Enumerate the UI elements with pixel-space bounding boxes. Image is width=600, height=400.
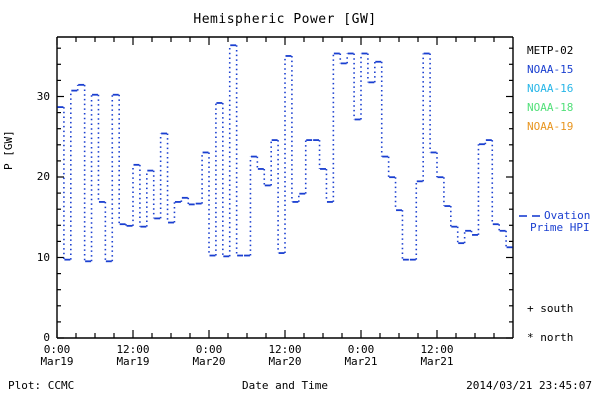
legend-ovation-label-line1: Ovation <box>544 209 591 222</box>
y-tick-label: 0 <box>43 331 50 344</box>
data-series-ovation-prime-hpi <box>57 44 513 263</box>
y-tick-label: 30 <box>36 89 50 103</box>
plot-timestamp: 2014/03/21 23:45:07 <box>466 379 592 392</box>
legend-marker-north: * north <box>527 331 574 344</box>
x-tick-time: 0:00 <box>347 343 375 356</box>
x-tick-time: 12:00 <box>420 343 454 356</box>
x-axis-label: Date and Time <box>241 379 329 392</box>
x-tick-time: 12:00 <box>116 343 150 356</box>
legend-item-metp-02: METP-02 <box>527 44 574 57</box>
x-tick-time: 0:00 <box>195 343 223 356</box>
legend-item-noaa-15: NOAA-15 <box>527 63 574 76</box>
x-tick-date: Mar21 <box>420 355 454 368</box>
x-tick-label: 12:00 Mar21 <box>402 344 472 368</box>
legend-item-noaa-18: NOAA-18 <box>527 101 574 114</box>
x-tick-date: Mar20 <box>268 355 302 368</box>
x-tick-time: 12:00 <box>268 343 302 356</box>
chart-title: Hemispheric Power [GW] <box>193 12 377 27</box>
x-tick-date: Mar21 <box>344 355 378 368</box>
y-tick-label: 20 <box>36 170 50 183</box>
x-tick-date: Mar20 <box>192 355 226 368</box>
x-tick-date: Mar19 <box>116 355 150 368</box>
legend-item-noaa-16: NOAA-16 <box>527 82 574 95</box>
x-tick-label: 0:00 Mar20 <box>174 344 244 368</box>
x-axis-ticks <box>56 37 495 338</box>
legend-marker-south: + south <box>527 302 574 315</box>
y-axis-ticks <box>57 47 513 339</box>
legend-ovation-label-line2: Prime HPI <box>530 221 590 234</box>
x-tick-label: 12:00 Mar19 <box>98 344 168 368</box>
x-tick-label: 12:00 Mar20 <box>250 344 320 368</box>
x-tick-time: 0:00 <box>43 343 71 356</box>
plot-credit: Plot: CCMC <box>8 379 75 392</box>
x-tick-date: Mar19 <box>40 355 74 368</box>
y-tick-label: 10 <box>36 250 50 264</box>
legend-item-noaa-19: NOAA-19 <box>527 120 574 133</box>
x-tick-label: 0:00 Mar21 <box>326 344 396 368</box>
x-tick-label: 0:00 Mar19 <box>22 344 92 368</box>
